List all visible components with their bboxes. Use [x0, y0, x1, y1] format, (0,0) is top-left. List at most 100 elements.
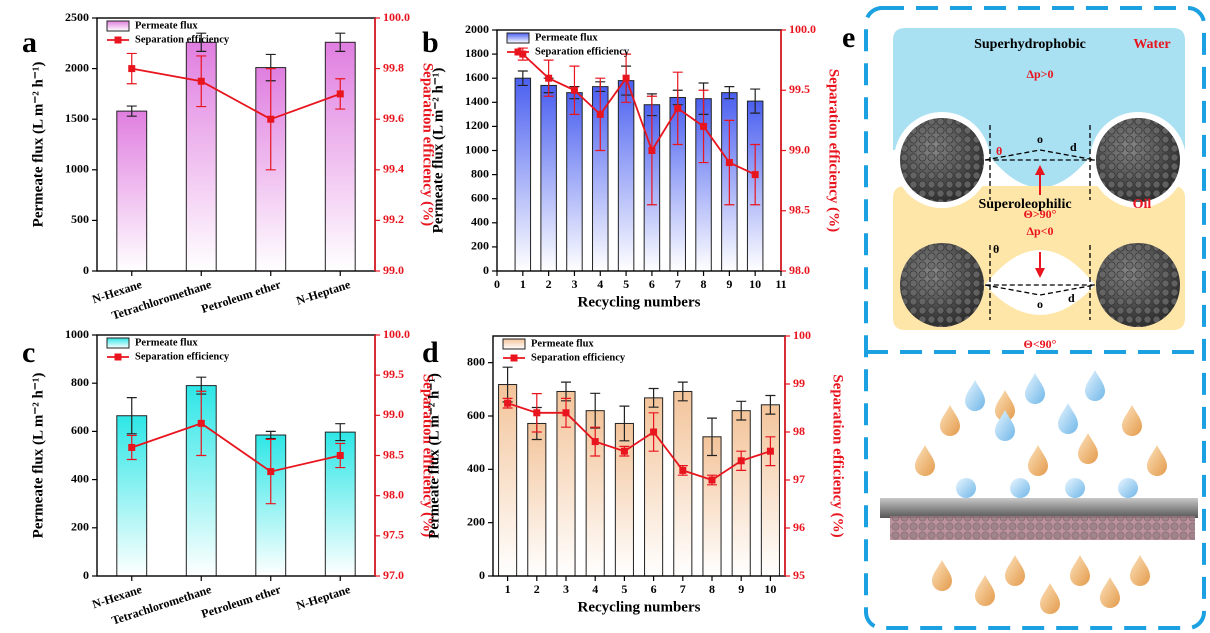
x-tick-label: 7 — [680, 582, 686, 596]
legend-swatch — [106, 20, 130, 32]
diagram-title: Superoleophilic — [978, 197, 1071, 212]
error-bar — [126, 105, 137, 117]
center-label: o — [1037, 132, 1043, 146]
sphere — [900, 243, 984, 327]
marker — [708, 476, 716, 484]
x-tick-label: 5 — [621, 582, 627, 596]
sphere — [1096, 243, 1180, 327]
marker — [336, 90, 344, 98]
y-tick-label: 1800 — [465, 46, 489, 60]
marker — [674, 104, 682, 112]
y-tick-label: 800 — [471, 166, 489, 180]
error-bar — [765, 394, 776, 415]
error-bar — [736, 400, 747, 421]
membrane — [880, 498, 1198, 518]
x-tick-label: 11 — [775, 277, 786, 291]
x-tick-label: 10 — [749, 277, 761, 291]
y2-tick-label: 98.0 — [383, 487, 404, 501]
y-tick-label: 0 — [83, 263, 89, 277]
x-tick-label: 2 — [534, 582, 540, 596]
x-tick-label: 4 — [592, 582, 598, 596]
y-tick-label: 0 — [479, 568, 485, 582]
error-bar — [750, 88, 761, 114]
y2-tick-label: 97 — [793, 472, 805, 486]
pressure-label: Δp<0 — [1026, 224, 1053, 238]
y-tick-label: 2000 — [465, 22, 489, 36]
x-tick-label: 2 — [546, 277, 552, 291]
legend-label: Separation efficiency — [135, 34, 230, 45]
x-tick-label: 9 — [726, 277, 732, 291]
y2-tick-label: 99.6 — [383, 111, 404, 125]
error-bar — [724, 86, 735, 100]
x-axis-label: Recycling numbers — [578, 294, 701, 310]
bar — [760, 404, 780, 577]
y-tick-label: 200 — [71, 520, 89, 534]
legend-label: Permeate flux — [135, 20, 198, 31]
sphere — [1096, 118, 1180, 202]
legend-swatch — [106, 337, 130, 349]
y-axis-label: Permeate flux (L m⁻² h⁻¹) — [30, 373, 46, 539]
y-tick-label: 500 — [71, 212, 89, 226]
x-tick-label: 9 — [738, 582, 744, 596]
panel-label: e — [842, 21, 855, 54]
y2-tick-label: 99.8 — [383, 60, 404, 74]
error-bar — [126, 397, 137, 435]
marker — [700, 122, 708, 130]
legend-swatch — [506, 32, 530, 44]
y-tick-label: 400 — [71, 471, 89, 485]
panel-label: c — [22, 336, 35, 369]
y-tick-label: 0 — [483, 263, 489, 277]
distance-label: d — [1068, 291, 1075, 305]
marker — [596, 110, 604, 118]
error-bar — [677, 381, 688, 402]
legend-marker — [114, 353, 122, 361]
x-tick-label: 1 — [505, 582, 511, 596]
y-tick-label: 800 — [467, 354, 485, 368]
efficiency-line — [522, 53, 756, 176]
efficiency-line — [131, 422, 341, 473]
marker — [197, 419, 205, 427]
y2-axis-label: Separation efficiency (%) — [826, 69, 842, 232]
marker — [504, 399, 512, 407]
y2-tick-label: 100.0 — [383, 327, 410, 341]
liquid-label: Oil — [1133, 197, 1152, 212]
x-tick-label: 5 — [623, 277, 629, 291]
diagram-title: Superhydrophobic — [974, 37, 1086, 52]
efficiency-line — [507, 402, 771, 481]
arrowhead — [1035, 165, 1045, 175]
x-tick-label: 4 — [597, 277, 603, 291]
y-tick-label: 1000 — [465, 142, 489, 156]
y2-tick-label: 99.5 — [383, 367, 404, 381]
y-tick-label: 1600 — [465, 70, 489, 84]
y-tick-label: 400 — [467, 461, 485, 475]
marker — [725, 159, 733, 167]
panel-border — [864, 6, 1206, 630]
legend-marker — [514, 48, 522, 56]
x-tick-label: 3 — [563, 582, 569, 596]
y2-axis-label: Separation efficiency (%) — [420, 63, 436, 226]
x-tick-label: Petroleum ether — [200, 582, 284, 621]
marker — [751, 171, 759, 179]
error-bar — [335, 423, 346, 442]
bar — [527, 422, 547, 577]
bar — [498, 384, 518, 577]
y-tick-label: 1200 — [465, 118, 489, 132]
y-tick-label: 600 — [467, 408, 485, 422]
y2-tick-label: 98.5 — [383, 447, 404, 461]
y-tick-label: 200 — [471, 239, 489, 253]
y-tick-label: 600 — [471, 190, 489, 204]
x-tick-label: 8 — [709, 582, 715, 596]
legend-swatch — [502, 338, 526, 350]
marker — [519, 50, 527, 58]
angle-label: Θ<90° — [1024, 337, 1057, 351]
marker — [622, 74, 630, 82]
center-label: o — [1037, 297, 1043, 311]
marker — [679, 466, 687, 474]
y-tick-label: 600 — [71, 423, 89, 437]
y-tick-label: 1500 — [65, 111, 89, 125]
marker — [562, 409, 570, 417]
marker — [336, 452, 344, 459]
arrowhead — [1035, 268, 1045, 278]
x-tick-label: N-Heptane — [294, 277, 352, 308]
